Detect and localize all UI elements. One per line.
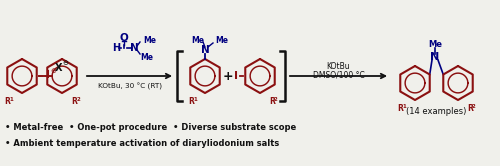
Text: 1: 1 bbox=[402, 104, 406, 109]
Text: H: H bbox=[112, 43, 120, 53]
Text: KOtBu, 30 °C (RT): KOtBu, 30 °C (RT) bbox=[98, 82, 162, 90]
Text: Me: Me bbox=[143, 36, 156, 44]
Text: 2: 2 bbox=[472, 104, 476, 109]
Text: DMSO/100 °C: DMSO/100 °C bbox=[312, 71, 364, 80]
Text: N: N bbox=[130, 43, 138, 53]
Text: • Ambient temperature activation of diaryliodonium salts: • Ambient temperature activation of diar… bbox=[5, 139, 280, 149]
Text: 2: 2 bbox=[274, 97, 278, 102]
Text: • Metal-free  • One-pot procedure  • Diverse substrate scope: • Metal-free • One-pot procedure • Diver… bbox=[5, 124, 296, 132]
Text: Me: Me bbox=[191, 36, 204, 44]
Text: N: N bbox=[200, 45, 209, 55]
Text: +: + bbox=[222, 70, 234, 83]
Text: R: R bbox=[467, 104, 473, 113]
FancyBboxPatch shape bbox=[393, 1, 498, 111]
Text: 1: 1 bbox=[193, 97, 197, 102]
Text: 2: 2 bbox=[76, 97, 80, 102]
Text: X: X bbox=[56, 63, 63, 73]
Text: R: R bbox=[71, 97, 77, 106]
Text: R: R bbox=[397, 104, 403, 113]
Text: N: N bbox=[430, 52, 440, 62]
Text: 1: 1 bbox=[9, 97, 13, 102]
Text: O: O bbox=[120, 33, 128, 43]
Text: KOtBu: KOtBu bbox=[326, 61, 350, 71]
Text: ⊖: ⊖ bbox=[62, 60, 68, 66]
Text: Me: Me bbox=[140, 52, 153, 61]
Text: I: I bbox=[234, 71, 238, 81]
Text: Me: Me bbox=[428, 40, 442, 48]
Text: R: R bbox=[4, 97, 10, 106]
Text: I: I bbox=[46, 70, 50, 80]
Text: ⊕: ⊕ bbox=[50, 68, 56, 74]
Text: (14 examples): (14 examples) bbox=[406, 107, 467, 116]
Text: R: R bbox=[188, 97, 194, 106]
Text: R: R bbox=[269, 97, 275, 106]
Text: Me: Me bbox=[215, 36, 228, 44]
